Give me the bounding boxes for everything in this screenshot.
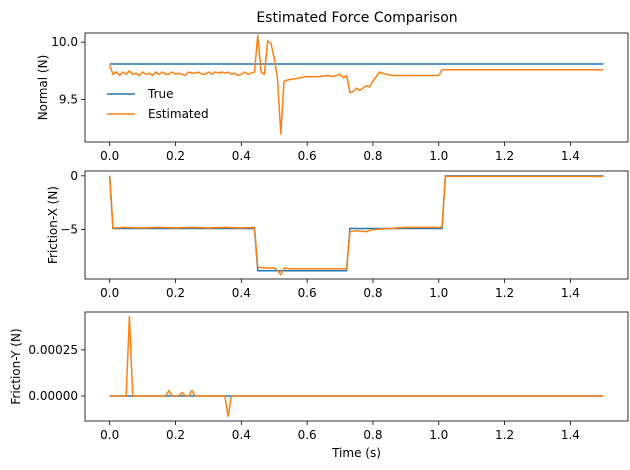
legend-label-estimated: Estimated xyxy=(148,107,209,121)
x-tick-label: 0.6 xyxy=(298,428,317,442)
y-tick-label: −5 xyxy=(60,223,78,237)
x-tick-label: 0.8 xyxy=(363,149,382,163)
x-axis-label: Time (s) xyxy=(331,446,381,460)
axes-frame xyxy=(84,170,629,280)
x-tick-label: 1.2 xyxy=(495,149,514,163)
series-line-true-2 xyxy=(108,175,604,272)
series-line-estimated-2 xyxy=(108,175,604,276)
x-tick-label: 0.6 xyxy=(298,286,317,300)
x-tick-label: 1.0 xyxy=(429,149,448,163)
x-tick-label: 0.2 xyxy=(166,428,185,442)
subplot-3: 0.0 0.2 0.4 0.6 0.8 1.0 1.2 1.4 0.00000 0.00025 Fr… xyxy=(9,311,629,460)
x-tick-label: 0.0 xyxy=(100,149,119,163)
x-tick-label: 0.2 xyxy=(166,286,185,300)
y-axis-label: Friction-X (N) xyxy=(46,186,60,264)
x-tick-label: 0.0 xyxy=(100,286,119,300)
axes-frame xyxy=(84,311,629,422)
series-line-estimated-3 xyxy=(109,315,604,418)
axes-frame xyxy=(84,32,629,143)
x-tick-label: 1.0 xyxy=(429,428,448,442)
y-tick-label: 0 xyxy=(70,169,78,183)
legend-label-true: True xyxy=(147,87,174,101)
y-tick-label: 10.0 xyxy=(51,35,78,49)
subplot-2: 0.0 0.2 0.4 0.6 0.8 1.0 1.2 1.4 −5 0 Friction-X (N… xyxy=(46,169,629,300)
x-tick-label: 1.0 xyxy=(429,286,448,300)
series-line-estimated-1 xyxy=(108,34,604,135)
x-tick-label: 0.6 xyxy=(298,149,317,163)
y-tick-label: 0.00000 xyxy=(28,389,78,403)
x-tick-label: 1.2 xyxy=(495,428,514,442)
x-tick-label: 1.4 xyxy=(561,149,580,163)
legend: True Estimated xyxy=(107,87,209,121)
y-axis-label: Friction-Y (N) xyxy=(9,328,23,404)
y-tick-label: 0.00025 xyxy=(28,343,78,357)
y-axis-label: Normal (N) xyxy=(36,55,50,121)
y-tick-label: 9.5 xyxy=(59,93,78,107)
x-tick-label: 0.8 xyxy=(363,286,382,300)
x-tick-label: 0.4 xyxy=(232,149,251,163)
x-tick-label: 1.2 xyxy=(495,286,514,300)
x-tick-label: 0.2 xyxy=(166,149,185,163)
x-tick-label: 1.4 xyxy=(561,428,580,442)
x-tick-label: 0.4 xyxy=(232,428,251,442)
x-tick-label: 0.0 xyxy=(100,428,119,442)
x-tick-label: 0.8 xyxy=(363,428,382,442)
x-tick-label: 1.4 xyxy=(561,286,580,300)
x-tick-label: 0.4 xyxy=(232,286,251,300)
figure-title: Estimated Force Comparison xyxy=(256,10,457,26)
